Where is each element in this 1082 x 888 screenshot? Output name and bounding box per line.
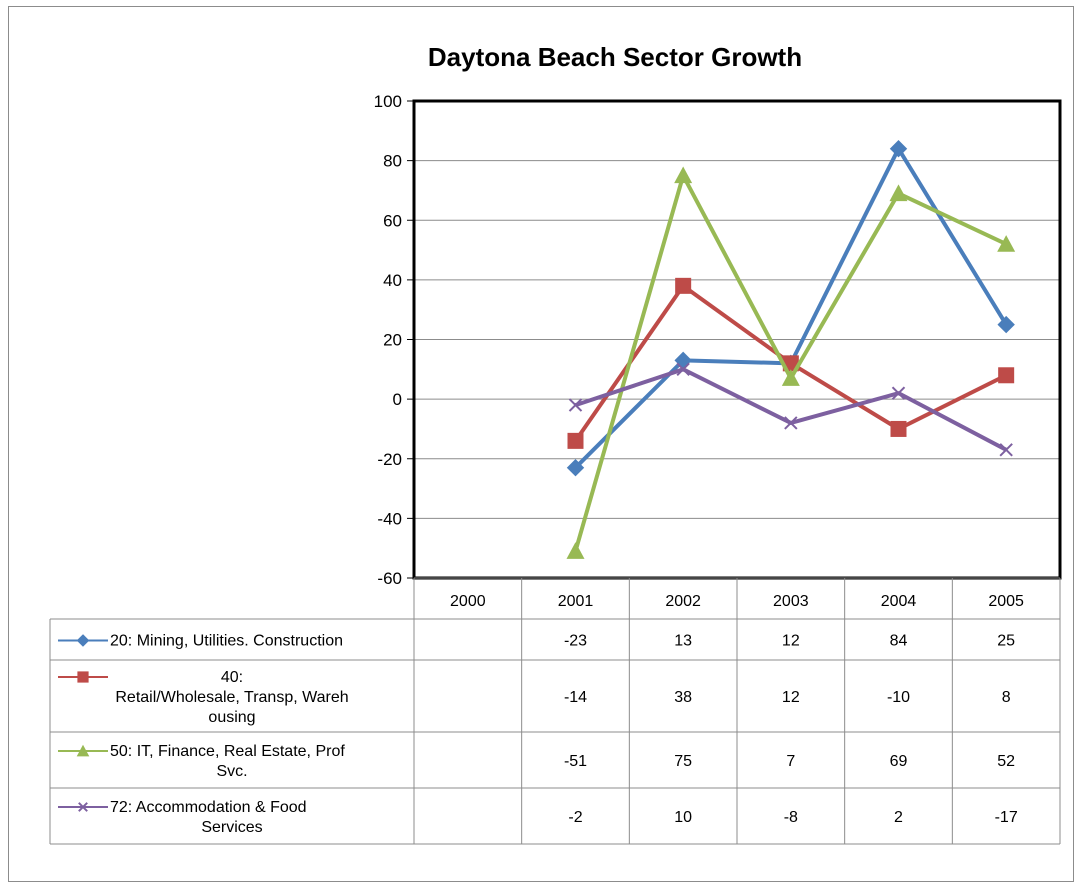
data-point-square (567, 432, 584, 449)
legend-label: Services (201, 819, 262, 836)
legend-row-3: 50: IT, Finance, Real Estate, Prof Svc. -5… (58, 743, 1015, 780)
data-point-triangle (781, 369, 800, 386)
table-value: 8 (1002, 689, 1011, 706)
series-4 (568, 362, 1013, 457)
data-point-triangle (566, 542, 585, 559)
data-table: 2000 2001 2002 2003 2004 2005 20: Mining, Util… (49, 577, 1061, 845)
series-line (574, 146, 1008, 470)
table-col-header: 2005 (988, 593, 1024, 610)
table-value: -51 (564, 753, 587, 770)
table-value: 69 (890, 753, 908, 770)
data-point-diamond (566, 458, 585, 477)
table-value: -14 (564, 689, 587, 706)
data-point-x (568, 398, 583, 412)
data-point-square (998, 367, 1015, 384)
table-col-header: 2002 (665, 593, 701, 610)
table-value: 12 (782, 633, 800, 650)
y-tick-label: 100 (374, 92, 402, 111)
table-value: 2 (894, 809, 903, 826)
data-point-x (999, 443, 1013, 457)
x-stroke (568, 398, 583, 412)
y-tick-label: 0 (393, 390, 402, 409)
data-point-square (890, 420, 907, 437)
legend-row-2: 40: Retail/Wholesale, Transp, Wareh ousing… (58, 669, 1011, 726)
data-point-x (891, 386, 906, 400)
grid-layer (414, 160, 1060, 519)
data-point-x (784, 416, 798, 430)
table-value: 12 (782, 689, 800, 706)
table-value: -23 (564, 633, 587, 650)
data-point-triangle (76, 744, 90, 757)
data-point-square (77, 671, 89, 683)
series-3 (566, 166, 1016, 559)
data-point-triangle (889, 184, 908, 202)
table-col-header: 2003 (773, 593, 809, 610)
table-value: -17 (995, 809, 1018, 826)
x-stroke (784, 416, 798, 430)
legend-label: 40: (221, 669, 243, 686)
data-point-diamond (997, 315, 1015, 334)
data-point-x (78, 802, 88, 812)
table-value: 10 (674, 809, 692, 826)
legend-label: Retail/Wholesale, Transp, Wareh (115, 689, 348, 706)
legend-label: 50: IT, Finance, Real Estate, Prof (110, 743, 345, 760)
table-col-header: 2000 (450, 593, 486, 610)
legend-row-4: 72: Accommodation & Food Services -2 10 -8 2 -… (58, 799, 1018, 836)
y-tick-label: 80 (383, 152, 402, 171)
legend-row-1: 20: Mining, Utilities. Construction -23 13… (58, 633, 1015, 650)
table-value: 84 (890, 633, 908, 650)
axis-layer: 100 80 60 40 20 0 -20 -40 -60 (374, 92, 1062, 588)
y-tick-label: -20 (377, 450, 402, 469)
data-point-diamond (76, 634, 90, 647)
x-stroke (676, 362, 690, 377)
series-1 (566, 139, 1015, 477)
x-stroke (891, 386, 906, 400)
data-point-triangle (674, 166, 693, 184)
series-layer (566, 139, 1016, 559)
data-point-x (676, 362, 690, 377)
table-value: -10 (887, 689, 910, 706)
table-value: 38 (674, 689, 692, 706)
y-tick-label: 60 (383, 211, 402, 230)
table-value: 75 (674, 753, 692, 770)
data-point-diamond (889, 139, 908, 158)
x-stroke (999, 443, 1013, 457)
table-value: -2 (568, 809, 582, 826)
table-value: 7 (786, 753, 795, 770)
chart-title: Daytona Beach Sector Growth (428, 42, 802, 72)
y-tick-label: 40 (383, 271, 402, 290)
table-value: 52 (997, 753, 1015, 770)
table-value: 25 (997, 633, 1015, 650)
table-col-header: 2004 (881, 593, 917, 610)
x-stroke (78, 802, 88, 812)
y-tick-label: 20 (383, 331, 402, 350)
table-value: -8 (784, 809, 798, 826)
data-point-triangle (997, 235, 1016, 252)
legend-label: 20: Mining, Utilities. Construction (110, 633, 343, 650)
table-col-header: 2001 (558, 593, 594, 610)
data-point-square (675, 277, 692, 294)
legend-label: 72: Accommodation & Food (110, 799, 307, 816)
legend-label: ousing (208, 709, 255, 726)
legend-label: Svc. (216, 763, 247, 780)
y-tick-label: -60 (377, 569, 402, 588)
y-tick-label: -40 (377, 509, 402, 528)
table-value: 13 (674, 633, 692, 650)
